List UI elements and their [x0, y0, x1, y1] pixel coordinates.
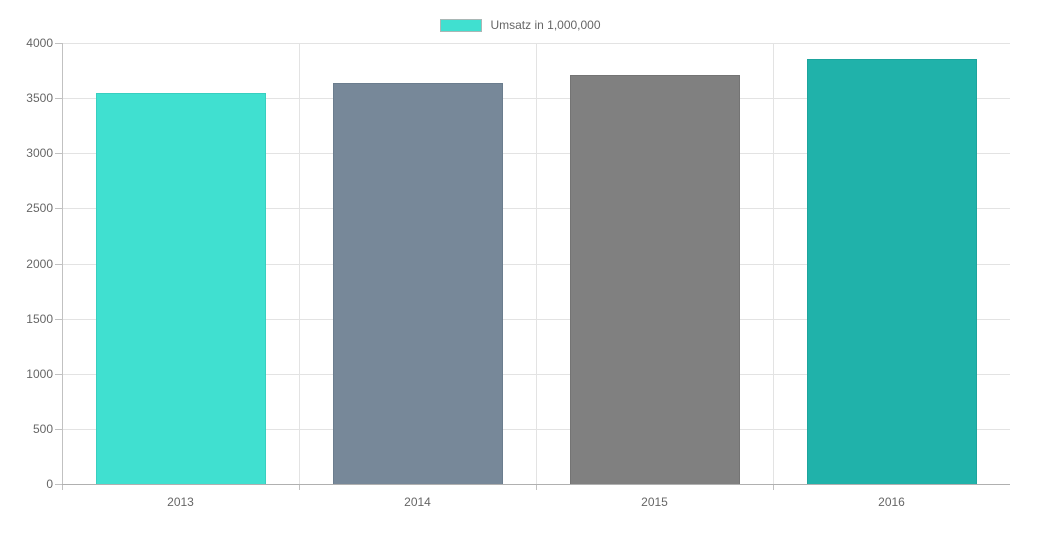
y-axis-label: 500	[32, 422, 53, 436]
y-axis-label: 1500	[26, 312, 53, 326]
y-axis-tick	[55, 208, 62, 209]
x-axis-tick	[773, 484, 774, 490]
x-axis-line	[62, 484, 1010, 485]
y-axis-line	[62, 43, 63, 490]
x-axis-label: 2013	[167, 495, 194, 509]
bar-2013[interactable]	[96, 93, 266, 484]
x-axis-label: 2014	[404, 495, 431, 509]
gridline-vertical	[299, 43, 300, 484]
gridline-vertical	[536, 43, 537, 484]
x-axis-label: 2016	[878, 495, 905, 509]
y-axis-tick	[55, 429, 62, 430]
bar-2014[interactable]	[333, 83, 503, 484]
legend-swatch-icon	[440, 19, 483, 32]
y-axis-label: 2500	[26, 201, 53, 215]
gridline-vertical	[773, 43, 774, 484]
legend[interactable]: Umsatz in 1,000,000	[0, 19, 1041, 32]
y-axis-label: 2000	[26, 257, 53, 271]
y-axis-tick	[55, 264, 62, 265]
x-axis-tick	[299, 484, 300, 490]
legend-label: Umsatz in 1,000,000	[490, 18, 601, 32]
x-axis-label: 2015	[641, 495, 668, 509]
y-axis-label: 3000	[26, 146, 53, 160]
y-axis-label: 0	[46, 477, 53, 491]
y-axis-tick	[55, 43, 62, 44]
bar-2015[interactable]	[570, 75, 740, 484]
y-axis-tick	[55, 484, 62, 485]
y-axis-label: 1000	[26, 367, 53, 381]
y-axis-label: 3500	[26, 91, 53, 105]
y-axis-tick	[55, 319, 62, 320]
y-axis-tick	[55, 153, 62, 154]
y-axis-tick	[55, 374, 62, 375]
x-axis-tick	[536, 484, 537, 490]
y-axis-label: 4000	[26, 36, 53, 50]
y-axis-tick	[55, 98, 62, 99]
bar-2016[interactable]	[807, 59, 977, 484]
